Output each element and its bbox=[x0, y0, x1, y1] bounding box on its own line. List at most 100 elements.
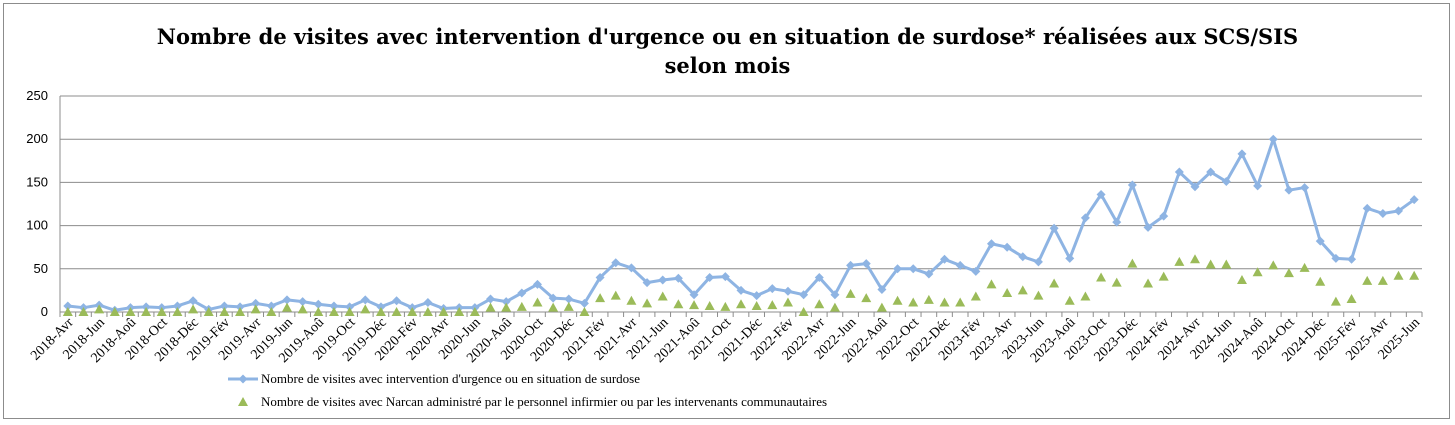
data-point-triangle bbox=[1002, 287, 1013, 297]
data-point-diamond bbox=[219, 301, 229, 311]
data-point-diamond bbox=[1331, 253, 1341, 263]
data-point-triangle bbox=[1346, 294, 1357, 304]
data-point-diamond bbox=[360, 295, 370, 305]
data-point-triangle bbox=[172, 307, 183, 316]
data-point-triangle bbox=[798, 307, 809, 316]
data-point-triangle bbox=[266, 307, 277, 316]
data-point-triangle bbox=[861, 293, 872, 303]
data-point-diamond bbox=[501, 297, 511, 307]
data-point-triangle bbox=[939, 297, 950, 307]
legend-triangle-swatch bbox=[238, 397, 248, 406]
data-point-triangle bbox=[188, 304, 199, 314]
data-point-diamond bbox=[1190, 182, 1200, 192]
data-point-triangle bbox=[469, 307, 480, 316]
data-point-diamond bbox=[1268, 134, 1278, 144]
data-point-triangle bbox=[219, 307, 230, 316]
y-tick-label: 150 bbox=[26, 174, 48, 189]
data-point-triangle bbox=[532, 297, 543, 307]
data-point-diamond bbox=[1080, 213, 1090, 223]
data-point-triangle bbox=[1049, 278, 1060, 288]
data-point-triangle bbox=[156, 307, 167, 316]
data-point-triangle bbox=[454, 307, 465, 316]
data-point-diamond bbox=[548, 293, 558, 303]
data-point-diamond bbox=[1112, 217, 1122, 227]
data-point-triangle bbox=[391, 307, 402, 316]
data-point-triangle bbox=[1393, 270, 1404, 280]
data-point-triangle bbox=[1190, 254, 1200, 264]
data-point-diamond bbox=[1300, 183, 1310, 193]
data-point-diamond bbox=[1065, 253, 1075, 263]
data-point-diamond bbox=[642, 278, 652, 288]
data-point-diamond bbox=[1221, 177, 1231, 187]
y-tick-label: 50 bbox=[34, 261, 48, 276]
data-point-diamond bbox=[298, 297, 308, 307]
data-point-triangle bbox=[986, 279, 997, 289]
data-point-triangle bbox=[970, 291, 981, 301]
data-point-triangle bbox=[720, 301, 731, 311]
data-point-triangle bbox=[282, 302, 292, 312]
data-point-triangle bbox=[1080, 291, 1091, 301]
data-point-diamond bbox=[423, 297, 433, 307]
data-point-triangle bbox=[657, 291, 668, 301]
series-visites-urgence bbox=[63, 134, 1419, 315]
data-point-triangle bbox=[673, 299, 684, 309]
data-point-diamond bbox=[392, 296, 402, 306]
data-point-triangle bbox=[579, 307, 590, 316]
data-point-triangle bbox=[923, 294, 934, 304]
data-point-diamond bbox=[486, 294, 496, 304]
y-tick-label: 0 bbox=[41, 304, 48, 319]
data-point-diamond bbox=[767, 284, 777, 294]
data-point-triangle bbox=[782, 297, 793, 307]
data-point-diamond bbox=[235, 302, 245, 312]
data-point-triangle bbox=[892, 295, 903, 305]
chart-title-line-2: selon mois bbox=[664, 53, 791, 78]
data-point-triangle bbox=[642, 298, 653, 308]
data-point-triangle bbox=[1096, 272, 1107, 282]
data-point-diamond bbox=[986, 239, 996, 249]
legend-label-series-2: Nombre de visites avec Narcan administré… bbox=[261, 394, 827, 409]
data-point-triangle bbox=[94, 304, 105, 314]
data-point-diamond bbox=[1127, 180, 1137, 190]
data-point-diamond bbox=[908, 264, 918, 274]
data-point-triangle bbox=[1111, 277, 1122, 287]
data-point-diamond bbox=[1174, 167, 1184, 177]
data-point-triangle bbox=[328, 307, 339, 316]
data-point-diamond bbox=[626, 263, 636, 273]
x-axis: 2018-Avr2018-Jun2018-Aoû2018-Oct2018-Déc… bbox=[28, 311, 1423, 366]
data-point-diamond bbox=[1347, 254, 1357, 264]
data-point-diamond bbox=[266, 301, 276, 311]
chart-title-line-1: Nombre de visites avec intervention d'ur… bbox=[156, 24, 1299, 49]
data-point-diamond bbox=[313, 299, 323, 309]
data-point-diamond bbox=[595, 272, 605, 282]
y-axis: 0 50 100 150 200 250 bbox=[26, 88, 61, 319]
data-point-diamond bbox=[188, 296, 198, 306]
data-point-diamond bbox=[172, 301, 182, 311]
legend-label-series-1: Nombre de visites avec intervention d'ur… bbox=[261, 371, 640, 386]
data-point-triangle bbox=[62, 307, 73, 316]
data-point-diamond bbox=[1002, 242, 1012, 252]
data-point-diamond bbox=[673, 273, 683, 283]
data-point-triangle bbox=[516, 301, 527, 311]
data-point-triangle bbox=[1158, 271, 1169, 281]
data-point-diamond bbox=[846, 260, 856, 270]
data-point-triangle bbox=[1221, 259, 1232, 269]
data-point-triangle bbox=[610, 290, 621, 300]
data-point-triangle bbox=[1127, 258, 1138, 268]
data-point-diamond bbox=[830, 290, 840, 300]
series-line bbox=[67, 137, 1416, 312]
data-point-triangle bbox=[548, 302, 559, 312]
data-point-triangle bbox=[141, 307, 152, 316]
data-point-triangle bbox=[736, 299, 746, 309]
data-point-diamond bbox=[282, 295, 292, 305]
y-tick-label: 100 bbox=[26, 218, 48, 233]
data-point-diamond bbox=[564, 294, 574, 304]
data-point-triangle bbox=[751, 300, 762, 310]
data-point-diamond bbox=[1096, 189, 1106, 199]
data-point-triangle bbox=[1299, 262, 1310, 272]
data-point-diamond bbox=[705, 272, 715, 282]
data-point-triangle bbox=[1236, 275, 1247, 285]
data-point-diamond bbox=[141, 302, 151, 312]
chart-title: Nombre de visites avec intervention d'ur… bbox=[0, 22, 1455, 80]
data-point-diamond bbox=[736, 285, 746, 295]
data-point-diamond bbox=[783, 286, 793, 296]
